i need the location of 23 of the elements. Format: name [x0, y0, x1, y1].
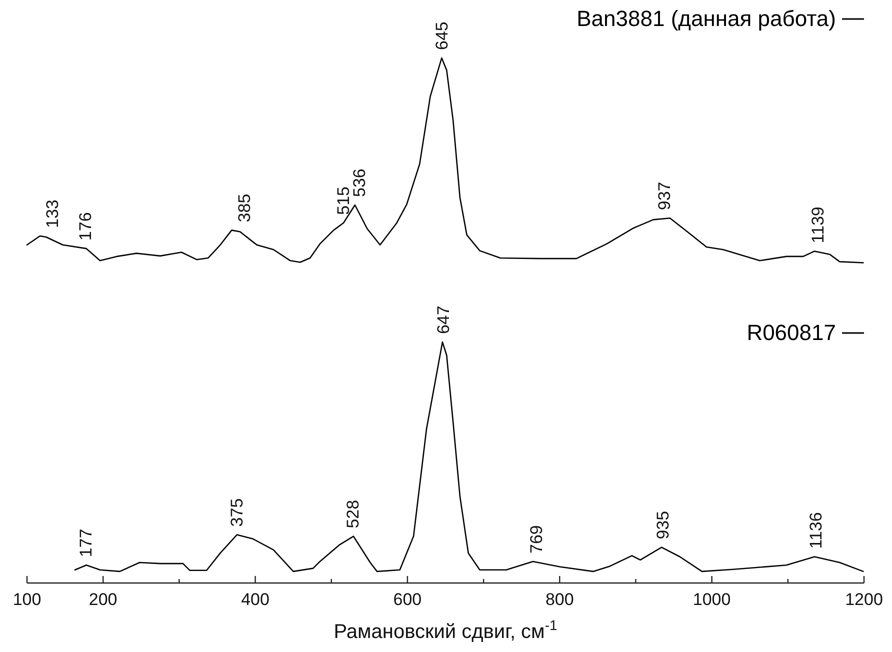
- annotation: 1139: [808, 206, 828, 244]
- legend-label: R060817: [746, 320, 836, 346]
- annotation: 935: [653, 510, 672, 540]
- annotation: 937: [654, 182, 674, 210]
- x-tick-label: 800: [545, 590, 574, 609]
- annotation: 375: [227, 498, 246, 527]
- annotation: 645: [432, 22, 452, 50]
- x-tick-label: 1200: [845, 590, 883, 609]
- annotation: 647: [434, 306, 454, 334]
- annotation: 528: [344, 500, 363, 528]
- annotation: 176: [76, 212, 95, 241]
- legend-label: Ban3881 (данная работа): [576, 6, 836, 31]
- annotation: 385: [234, 194, 254, 222]
- annotation: 177: [76, 528, 96, 558]
- annotation: 133: [43, 200, 62, 228]
- x-tick-label: 400: [241, 590, 270, 609]
- x-tick-label: 1000: [692, 590, 731, 609]
- x-tick-label: 200: [88, 590, 118, 609]
- x-axis-title: Рамановский сдвиг, см$^{-1}$: [334, 617, 558, 643]
- annotation: 1136: [806, 512, 826, 549]
- x-tick-label: 600: [393, 590, 422, 609]
- annotation: 769: [527, 525, 546, 554]
- x-tick-label: 100: [12, 590, 42, 609]
